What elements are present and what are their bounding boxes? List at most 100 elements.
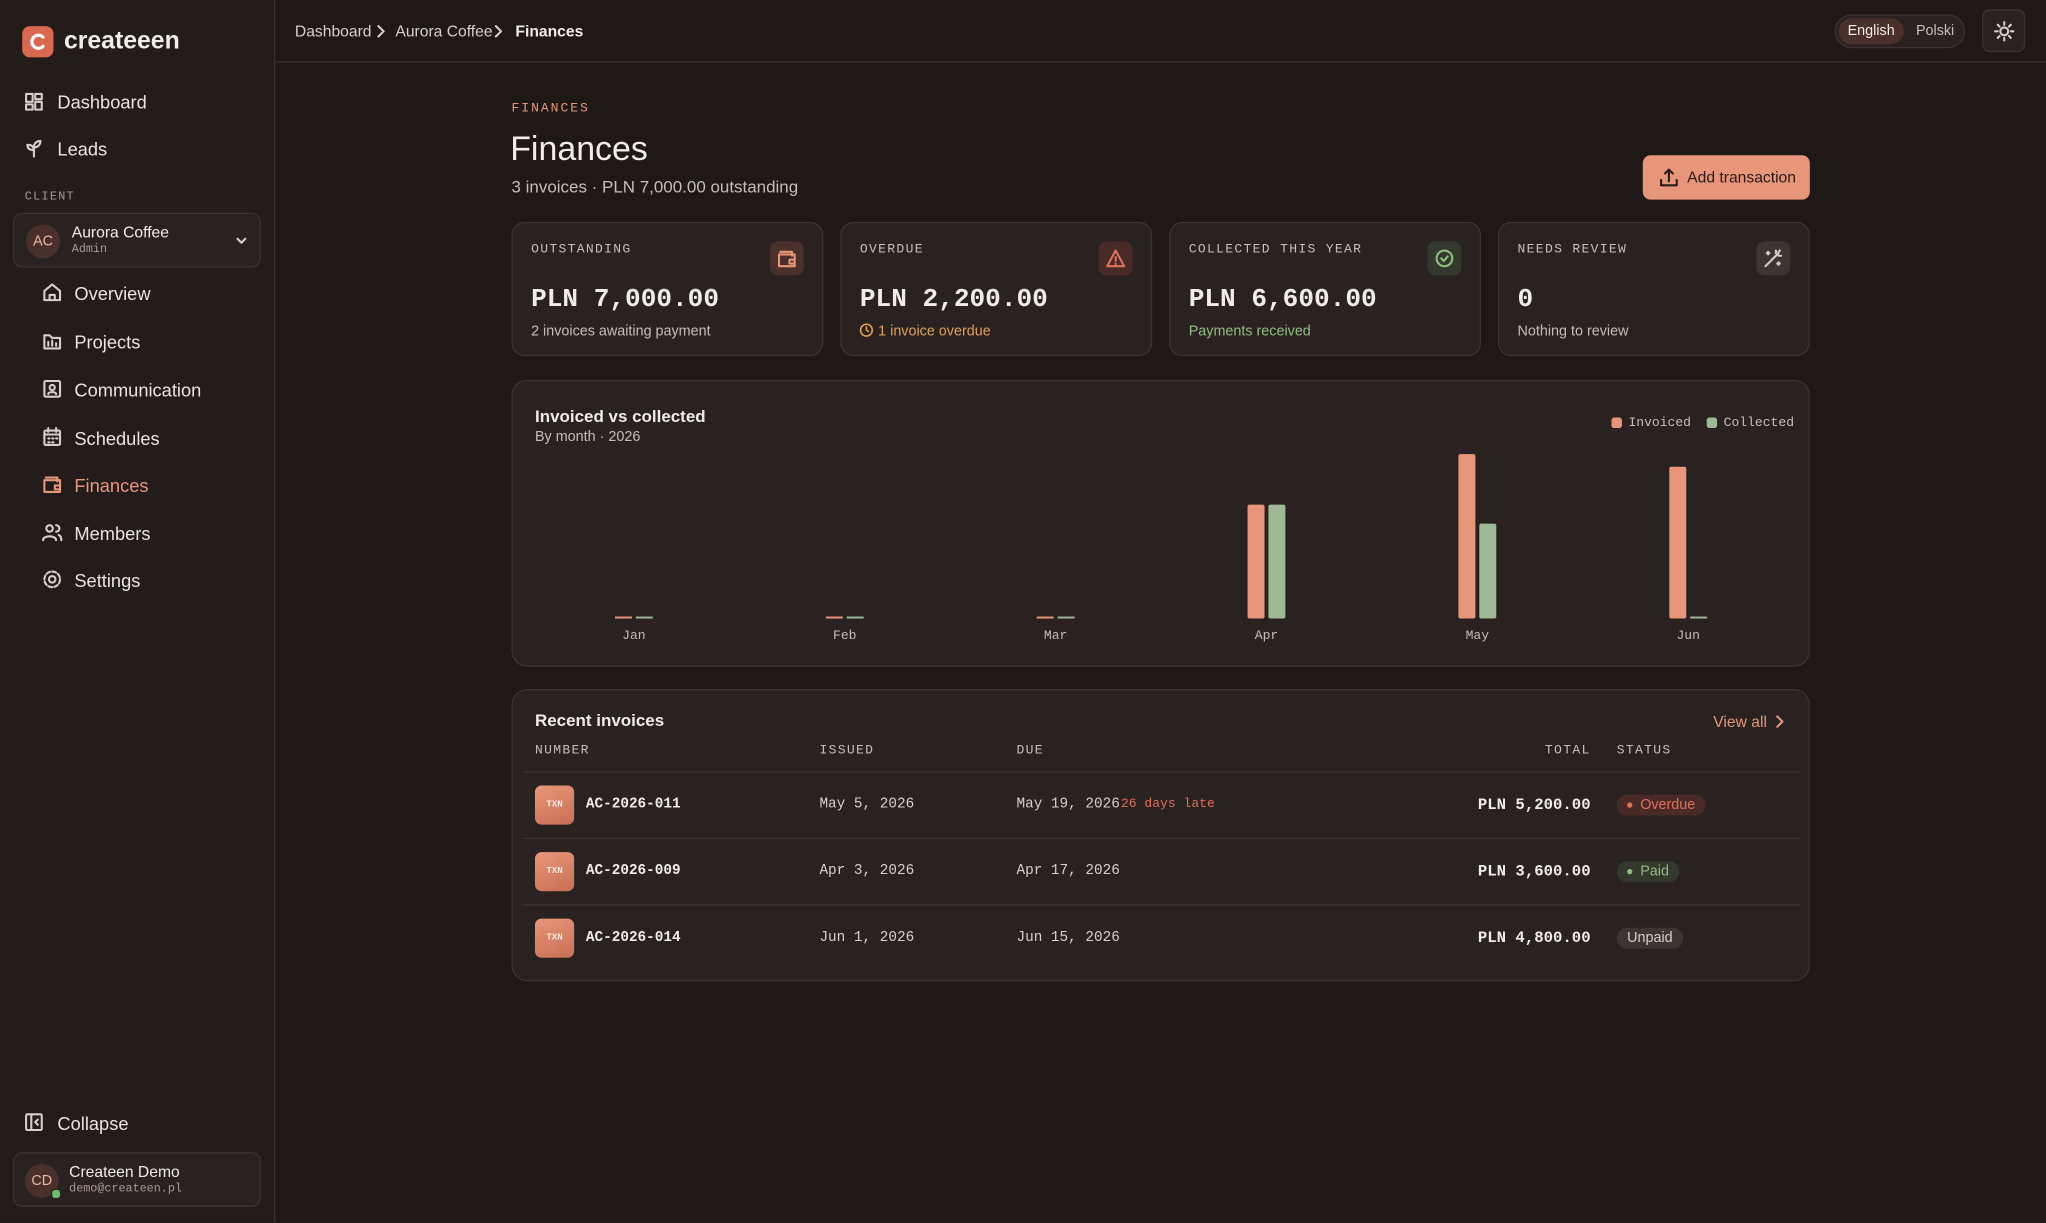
legend-swatch [1706, 417, 1718, 428]
collapse-button[interactable]: Collapse [57, 1113, 129, 1134]
online-dot [50, 1188, 62, 1200]
column-header: STATUS [1616, 744, 1672, 759]
nav-item[interactable]: Schedules [74, 427, 160, 449]
legend-swatch [1611, 417, 1622, 428]
stat-value: 0 [1517, 285, 1534, 316]
stat-note: Nothing to review [1517, 323, 1629, 340]
invoice-issued: Jun 1, 2026 [819, 930, 915, 947]
invoice-due: May 19, 2026 [1016, 797, 1120, 813]
invoice-issued: Apr 3, 2026 [819, 863, 915, 880]
view-all-link[interactable]: View all [1713, 712, 1767, 731]
invoice-total: PLN 4,800.00 [1477, 929, 1591, 948]
invoices-card: Recent invoices View all NUMBER ISSUED D… [511, 688, 1810, 982]
sun-icon [1994, 21, 2015, 42]
communication-icon [43, 379, 62, 398]
chevron-icon [236, 237, 247, 244]
theme-toggle[interactable] [1982, 9, 2026, 53]
page-subtitle: 3 invoices · PLN 7,000.00 outstanding [511, 176, 799, 197]
nav-item[interactable]: Leads [57, 138, 108, 160]
eyebrow: FINANCES [511, 102, 590, 117]
language-option-active[interactable]: English [1838, 18, 1904, 45]
column-header: ISSUED [819, 744, 875, 759]
status-dot [1627, 802, 1633, 808]
stat-card: OUTSTANDING PLN 7,000.00 2 invoices awai… [511, 221, 824, 357]
status-badge: Paid [1616, 861, 1680, 883]
column-header: NUMBER [534, 744, 590, 759]
schedules-icon [43, 426, 62, 446]
section-label: CLIENT [24, 190, 75, 204]
breadcrumb-current: Finances [515, 22, 584, 41]
clock-icon [859, 323, 874, 337]
page-title: Finances [510, 128, 648, 168]
bar [846, 616, 864, 619]
projects-icon [43, 334, 62, 350]
invoice-number[interactable]: AC-2026-011 [585, 797, 681, 813]
stat-card: NEEDS REVIEW 0 Nothing to review [1497, 221, 1810, 357]
nav-item[interactable]: Dashboard [57, 91, 147, 113]
status-text: Overdue [1640, 797, 1696, 813]
invoice-number[interactable]: AC-2026-009 [585, 863, 681, 880]
chart: Jan Feb Mar Apr May Jun Invoiced Collected [614, 415, 1794, 643]
nav-item[interactable]: Members [74, 523, 151, 545]
late-note: 26 days late [1120, 797, 1215, 813]
language-switch: English Polski [1834, 14, 1966, 49]
nav-item[interactable]: Overview [74, 283, 151, 305]
bar [1036, 616, 1054, 619]
legend-label: Collected [1724, 415, 1794, 430]
column-header: DUE [1016, 744, 1044, 759]
client-switcher[interactable]: AC Aurora Coffee Admin [13, 212, 261, 268]
invoice-icon: TXN [534, 918, 575, 958]
add-transaction-button[interactable]: Add transaction [1642, 155, 1810, 200]
overview-icon [43, 283, 62, 302]
status-badge: Overdue [1616, 794, 1706, 816]
breadcrumb-separator [377, 25, 385, 38]
x-tick-label: Jan [622, 628, 645, 643]
section-title: Recent invoices [534, 710, 665, 731]
stat-card: OVERDUE PLN 2,200.00 1 invoice overdue [840, 221, 1153, 357]
members-icon [42, 524, 63, 542]
invoice-total: PLN 3,600.00 [1477, 862, 1591, 881]
column-header: TOTAL [1544, 744, 1591, 759]
finances-icon [43, 476, 62, 493]
breadcrumb[interactable]: Aurora Coffee [395, 22, 493, 41]
invoice-total: PLN 5,200.00 [1477, 795, 1591, 815]
chart-subtitle: By month · 2026 [534, 429, 641, 445]
nav-item[interactable]: Settings [74, 570, 141, 592]
logo-mark [22, 26, 54, 58]
stat-note: 1 invoice overdue [878, 323, 991, 340]
invoice-due: Apr 17, 2026 [1016, 863, 1120, 880]
bar [1057, 616, 1075, 619]
stat-label: NEEDS REVIEW [1517, 243, 1628, 258]
x-tick-label: Apr [1255, 628, 1278, 643]
nav-item-active[interactable]: Finances [74, 474, 149, 496]
bar [614, 616, 632, 619]
collapse-icon [25, 1113, 43, 1132]
x-tick-label: Feb [833, 628, 856, 643]
stat-icon [1098, 241, 1133, 276]
bar [1669, 466, 1687, 619]
x-tick-label: Jun [1676, 628, 1699, 643]
x-tick-label: Mar [1044, 628, 1067, 643]
stat-label: COLLECTED THIS YEAR [1188, 243, 1363, 258]
bar [1690, 616, 1708, 619]
client-avatar: AC [26, 224, 61, 259]
user-card[interactable]: CD Createen Demo demo@createen.pl [13, 1152, 261, 1207]
nav-item[interactable]: Projects [74, 331, 141, 353]
bar [1247, 504, 1265, 619]
legend-label: Invoiced [1628, 415, 1691, 430]
stat-icon [769, 241, 804, 276]
nav-item[interactable]: Communication [74, 379, 202, 401]
stat-label: OVERDUE [859, 243, 924, 258]
client-role: Admin [71, 242, 108, 256]
language-option[interactable]: Polski [1915, 23, 1955, 40]
user-name: Createen Demo [69, 1162, 180, 1181]
invoice-due: Jun 15, 2026 [1016, 930, 1120, 947]
stat-label: OUTSTANDING [531, 243, 632, 258]
breadcrumb[interactable]: Dashboard [294, 22, 372, 41]
topbar: Dashboard Aurora Coffee Finances English… [275, 0, 2046, 63]
client-name: Aurora Coffee [71, 223, 169, 242]
invoice-number[interactable]: AC-2026-014 [585, 930, 681, 947]
